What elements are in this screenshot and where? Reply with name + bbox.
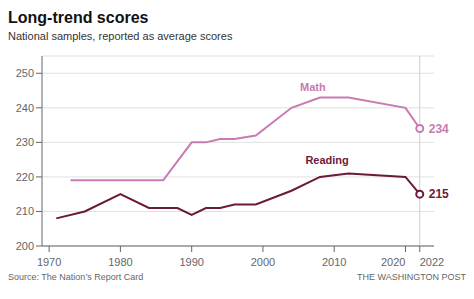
svg-text:2010: 2010 (322, 256, 346, 268)
svg-text:200: 200 (16, 240, 34, 252)
svg-text:210: 210 (16, 205, 34, 217)
svg-text:230: 230 (16, 136, 34, 148)
html-text:Long-trend scores: Long-trend scores (8, 9, 149, 26)
svg-text:Reading: Reading (305, 154, 348, 166)
svg-text:2020: 2020 (381, 256, 405, 268)
svg-text:1990: 1990 (179, 256, 203, 268)
svg-text:234: 234 (429, 122, 449, 136)
svg-text:215: 215 (429, 187, 449, 201)
html-text:Source: The Nation’s Report Ca: Source: The Nation’s Report Card (8, 272, 144, 282)
svg-text:250: 250 (16, 67, 34, 79)
svg-text:1970: 1970 (37, 256, 61, 268)
svg-text:240: 240 (16, 102, 34, 114)
svg-text:Math: Math (300, 81, 326, 93)
html-text:National samples, reported as: National samples, reported as average sc… (8, 30, 233, 42)
html-text:THE WASHINGTON POST: THE WASHINGTON POST (357, 272, 466, 282)
svg-text:1980: 1980 (108, 256, 132, 268)
svg-text:2000: 2000 (251, 256, 275, 268)
svg-text:220: 220 (16, 171, 34, 183)
svg-text:2022: 2022 (420, 256, 444, 268)
